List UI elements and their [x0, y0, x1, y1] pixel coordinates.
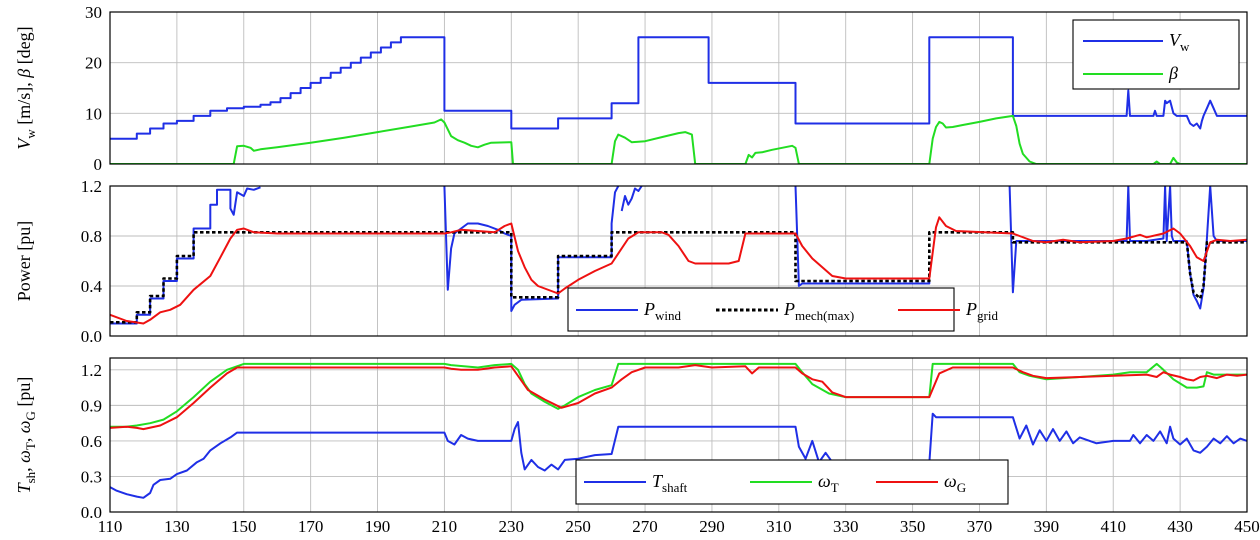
x-tick-label: 350: [900, 517, 926, 536]
panel-torque-speed: 0.0 0.3 0.6 0.9 1.2 Tsh, ωT, ωG [pu] Tshaft ωT ω…: [14, 357, 1248, 522]
legend-entry-label: Pmech(max): [783, 299, 854, 323]
y-tick-label: 1.2: [81, 361, 102, 380]
series-line-p-grid: [110, 216, 1247, 325]
series-line--g: [110, 364, 1247, 431]
x-axis-ticks: 110 130 150 170 190 210 230 250 270 290 310 330 350 3…: [98, 517, 1260, 536]
series-group: [110, 186, 1247, 325]
legend-entry-label: Pgrid: [965, 299, 998, 323]
legend: Vw β: [1072, 19, 1240, 90]
y-tick-label: 1.2: [81, 177, 102, 196]
x-tick-label: 110: [98, 517, 123, 536]
x-tick-label: 410: [1100, 517, 1126, 536]
series-group: [110, 36, 1247, 164]
y-axis-label: Power [pu]: [14, 221, 34, 301]
series-line--t: [110, 362, 1247, 428]
series-group: [110, 362, 1247, 499]
series-line-p-mech-max-: [110, 231, 1247, 324]
plot-frame: [109, 185, 1248, 337]
x-tick-label: 270: [632, 517, 658, 536]
y-tick-label: 0.9: [81, 396, 102, 415]
series-line-v-w: [110, 36, 1247, 140]
x-tick-label: 370: [967, 517, 993, 536]
y-tick-label: 0.8: [81, 227, 102, 246]
y-tick-label: 0: [94, 155, 103, 174]
y-tick-label: 30: [85, 3, 102, 22]
y-tick-label: 0.4: [81, 277, 103, 296]
x-tick-label: 430: [1167, 517, 1193, 536]
x-tick-label: 210: [432, 517, 458, 536]
x-tick-label: 170: [298, 517, 324, 536]
legend-entry-label: Vw: [1169, 30, 1190, 54]
y-tick-label: 0.6: [81, 432, 102, 451]
x-tick-label: 150: [231, 517, 257, 536]
x-tick-label: 310: [766, 517, 792, 536]
y-axis-label: Tsh, ωT, ωG [pu]: [14, 377, 38, 494]
series-line-p-wind: [110, 186, 1247, 325]
x-tick-label: 450: [1234, 517, 1260, 536]
legend: Pwind Pmech(max) Pgrid: [567, 287, 998, 332]
plot-frame: [109, 357, 1248, 513]
y-tick-label: 10: [85, 104, 102, 123]
y-tick-label: 0.0: [81, 503, 102, 522]
panel-power: 0.0 0.4 0.8 1.2 Power [pu] Pwind Pmech(max) Pgr…: [14, 177, 1248, 346]
legend-entry-label: ωT: [818, 471, 839, 495]
legend: Tshaft ωT ωG: [575, 459, 1009, 505]
series-line-t-shaft: [110, 412, 1247, 499]
panel-wind-pitch: 0 10 20 30 Vw [m/s], β [deg] Vw β: [14, 3, 1248, 174]
legend-entry-label: β: [1168, 63, 1178, 83]
x-tick-label: 290: [699, 517, 725, 536]
y-tick-label: 20: [85, 54, 102, 73]
y-tick-label: 0.0: [81, 327, 102, 346]
x-tick-label: 130: [164, 517, 190, 536]
x-tick-label: 390: [1034, 517, 1060, 536]
x-tick-label: 190: [365, 517, 391, 536]
y-tick-label: 0.3: [81, 467, 102, 486]
y-axis-label: Vw [m/s], β [deg]: [14, 26, 38, 149]
series-line--: [110, 114, 1247, 164]
legend-entry-label: Pwind: [643, 299, 682, 323]
x-tick-label: 330: [833, 517, 859, 536]
legend-entry-label: Tshaft: [652, 471, 688, 495]
legend-entry-label: ωG: [944, 471, 966, 495]
plot-frame: [109, 11, 1248, 165]
legend-box: [1072, 19, 1240, 90]
x-tick-label: 230: [499, 517, 525, 536]
x-tick-label: 250: [565, 517, 591, 536]
